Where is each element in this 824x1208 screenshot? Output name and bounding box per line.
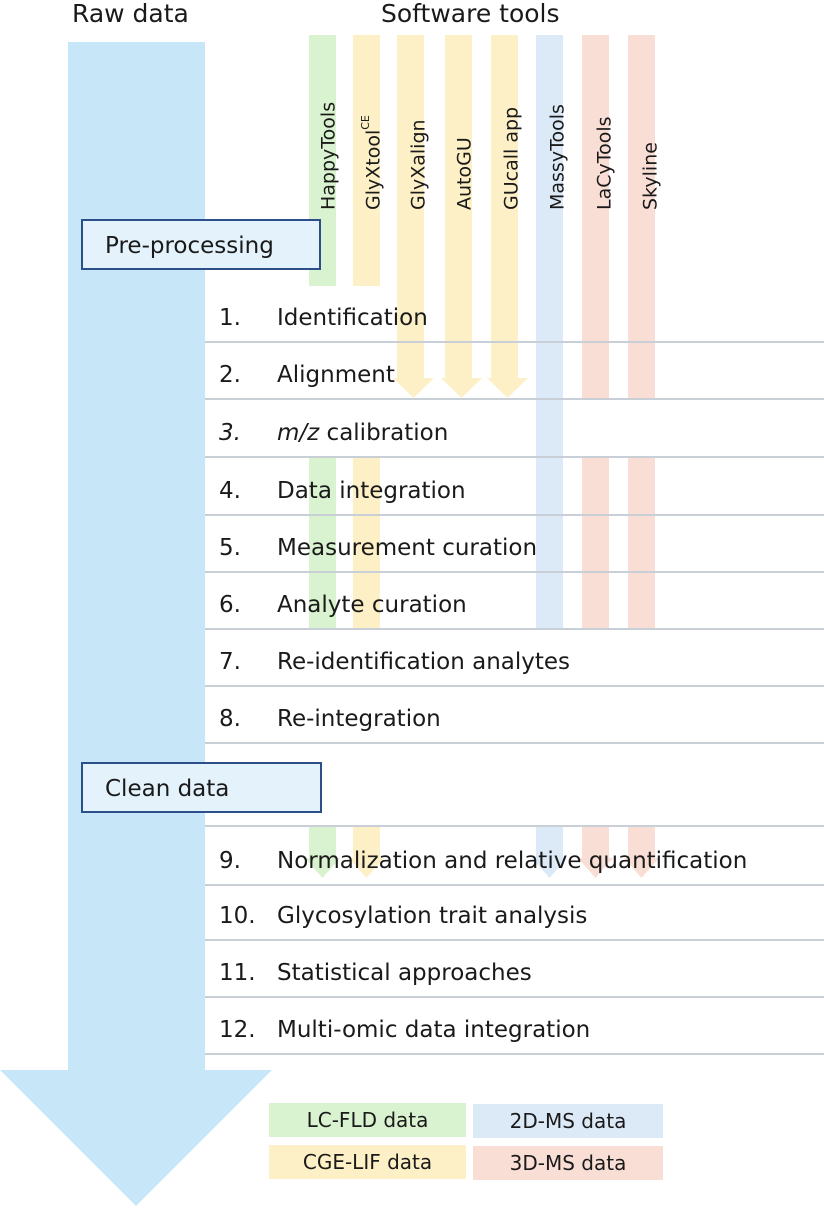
clean-data-box: Clean data (81, 762, 322, 813)
tool-label-massytools: MassyTools (546, 104, 569, 210)
step-number: 3. (219, 420, 241, 446)
legend-cge-lif: CGE-LIF data (269, 1145, 466, 1179)
step-number: 1. (219, 305, 241, 331)
tool-label-glyxtool-ce: GlyXtoolCE (359, 115, 385, 210)
step-label: Alignment (277, 362, 395, 388)
step-row-4: 4. Data integration (205, 457, 824, 516)
step-label: Multi-omic data integration (277, 1017, 591, 1043)
pre-processing-box: Pre-processing (81, 219, 321, 270)
step-label: Glycosylation trait analysis (277, 903, 588, 929)
step-label: Measurement curation (277, 535, 538, 561)
tool-label-lacytools: LaCyTools (593, 116, 616, 210)
step-label: Analyte curation (277, 592, 467, 618)
step-row-11: 11. Statistical approaches (205, 939, 824, 998)
step-row-1: 1. Identification (205, 284, 824, 343)
step-label: Re-identification analytes (277, 649, 571, 675)
normalization-arrow (349, 858, 384, 878)
step-number: 8. (219, 706, 241, 732)
software-tools-header: Software tools (381, 0, 560, 28)
legend-2d-ms: 2D-MS data (473, 1104, 663, 1138)
step-number: 2. (219, 362, 241, 388)
step-row-6: 6. Analyte curation (205, 571, 824, 630)
step-row-10: 10. Glycosylation trait analysis (205, 882, 824, 941)
step-number: 5. (219, 535, 241, 561)
tool-label-glyxalign: GlyXalign (407, 119, 430, 210)
normalization-arrow (532, 858, 567, 878)
step-number: 10. (219, 903, 256, 929)
step-row-5: 5. Measurement curation (205, 514, 824, 573)
tool-label-gucall-app: GUcall app (500, 106, 523, 210)
legend-3d-ms: 3D-MS data (473, 1146, 663, 1180)
tool-label-autogu: AutoGU (453, 137, 476, 210)
step-row-2: 2. Alignment (205, 341, 824, 400)
step-label: Statistical approaches (277, 960, 532, 986)
step-number: 4. (219, 478, 241, 504)
alignment-arrow (441, 378, 482, 398)
step-number: 9. (219, 848, 241, 874)
step-row-8: 8. Re-integration (205, 685, 824, 744)
legend-lc-fld: LC-FLD data (269, 1103, 466, 1137)
step-label: Identification (277, 305, 428, 331)
step-row-12: 12. Multi-omic data integration (205, 996, 824, 1055)
raw-data-header: Raw data (72, 0, 189, 28)
normalization-arrow (305, 858, 340, 878)
step-label: Re-integration (277, 706, 441, 732)
step-row-3: 3. m/z calibration (205, 399, 824, 458)
step-number: 6. (219, 592, 241, 618)
step-row-9: 9. Normalization and relative quantifica… (205, 825, 824, 886)
alignment-arrow (487, 378, 528, 398)
tool-label-skyline: Skyline (639, 142, 662, 210)
tool-label-happytools: HappyTools (317, 101, 340, 210)
step-number: 7. (219, 649, 241, 675)
step-number: 12. (219, 1017, 256, 1043)
step-number: 11. (219, 960, 256, 986)
normalization-arrow (624, 858, 659, 878)
step-label: m/z calibration (277, 420, 449, 446)
alignment-arrow (393, 378, 434, 398)
step-label: Normalization and relative quantificatio… (277, 848, 748, 874)
step-row-7: 7. Re-identification analytes (205, 628, 824, 687)
normalization-arrow (578, 858, 613, 878)
step-label: Data integration (277, 478, 466, 504)
